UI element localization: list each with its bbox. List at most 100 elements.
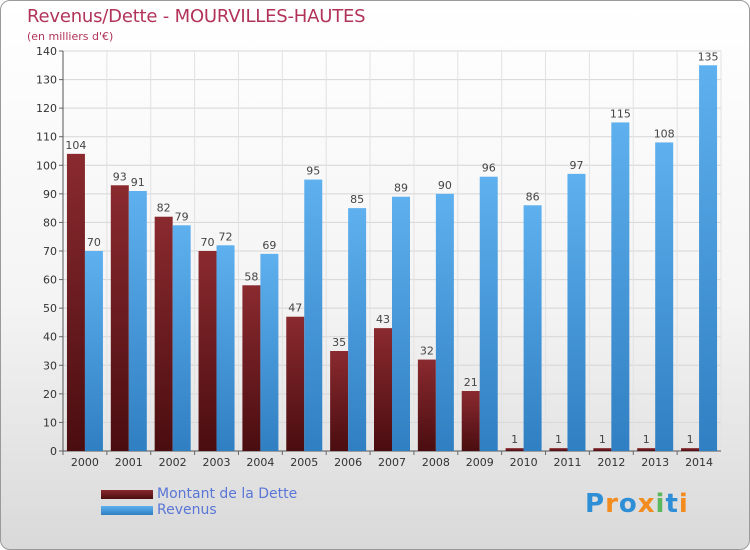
data-label-revenus: 79 xyxy=(175,210,189,223)
data-label-revenus: 86 xyxy=(526,190,540,203)
logo-letter: t xyxy=(665,489,679,519)
data-label-revenus: 115 xyxy=(610,107,631,120)
x-tick-label: 2012 xyxy=(597,456,625,469)
x-tick-label: 2007 xyxy=(378,456,406,469)
bar-revenus xyxy=(435,193,454,451)
bar-revenus xyxy=(699,65,718,452)
bar-dette xyxy=(154,216,173,451)
data-label-dette: 104 xyxy=(65,139,86,152)
labels-layer: 104 70 93 91 82 79 70 72 58 69 47 95 35 85 43 89 32 90 21 9… xyxy=(65,50,718,446)
legend-swatch-dette xyxy=(101,490,153,499)
y-tick-label: 90 xyxy=(43,188,57,201)
x-tick-label: 2013 xyxy=(641,456,669,469)
y-tick-label: 0 xyxy=(50,445,57,458)
x-tick-label: 2000 xyxy=(71,456,99,469)
x-tick-label: 2002 xyxy=(159,456,187,469)
logo-letter: x xyxy=(637,489,656,519)
data-label-dette: 82 xyxy=(157,202,171,215)
y-tick-label: 70 xyxy=(43,245,57,258)
x-tick-label: 2004 xyxy=(246,456,274,469)
bar-dette xyxy=(286,316,305,451)
x-tick-label: 2003 xyxy=(203,456,231,469)
bar-dette xyxy=(374,328,392,451)
data-label-dette: 58 xyxy=(244,270,258,283)
bars-layer xyxy=(66,65,718,452)
data-label-dette: 1 xyxy=(555,433,562,446)
bar-revenus xyxy=(128,191,147,451)
data-label-dette: 43 xyxy=(376,313,390,326)
bar-dette xyxy=(637,448,656,451)
bar-revenus xyxy=(655,142,674,451)
y-tick-label: 110 xyxy=(36,131,57,144)
bar-revenus xyxy=(611,122,630,451)
x-tick-label: 2011 xyxy=(553,456,581,469)
y-tick-label: 100 xyxy=(36,159,57,172)
x-tick-label: 2010 xyxy=(510,456,538,469)
data-label-revenus: 90 xyxy=(438,179,452,192)
data-label-revenus: 72 xyxy=(219,230,233,243)
y-tick-label: 80 xyxy=(43,216,57,229)
bar-dette xyxy=(505,448,524,451)
y-tick-label: 30 xyxy=(43,359,57,372)
bar-revenus xyxy=(523,205,542,451)
legend-label-dette: Montant de la Dette xyxy=(157,486,298,502)
data-label-dette: 21 xyxy=(464,376,478,389)
logo-letter: o xyxy=(618,489,638,519)
data-label-revenus: 97 xyxy=(569,159,583,172)
legend-label-revenus: Revenus xyxy=(157,502,217,518)
bar-dette xyxy=(681,448,700,451)
data-label-revenus: 69 xyxy=(262,239,276,252)
bar-dette xyxy=(330,351,349,451)
chart-subtitle: (en milliers d'€) xyxy=(27,30,114,43)
y-tick-label: 140 xyxy=(36,45,57,58)
data-label-dette: 70 xyxy=(201,236,215,249)
bar-revenus xyxy=(216,245,235,451)
data-label-dette: 32 xyxy=(420,345,434,358)
y-tick-label: 20 xyxy=(43,388,57,401)
bar-revenus xyxy=(392,196,410,451)
x-tick-label: 2008 xyxy=(422,456,450,469)
data-label-revenus: 70 xyxy=(87,236,101,249)
proxiti-logo: Proxiti xyxy=(585,489,689,519)
y-tick-label: 50 xyxy=(43,302,57,315)
chart-title: Revenus/Dette - MOURVILLES-HAUTES xyxy=(27,6,366,27)
bar-dette xyxy=(417,359,436,451)
data-label-dette: 47 xyxy=(288,302,302,315)
logo-letter: i xyxy=(655,489,666,519)
data-label-revenus: 91 xyxy=(131,176,145,189)
bar-revenus xyxy=(479,176,498,451)
logo-letter: P xyxy=(585,489,606,519)
x-tick-label: 2014 xyxy=(685,456,713,469)
bar-dette xyxy=(593,448,612,451)
data-label-revenus: 85 xyxy=(350,193,364,206)
y-tick-label: 60 xyxy=(43,274,57,287)
data-label-dette: 1 xyxy=(599,433,606,446)
y-tick-label: 10 xyxy=(43,416,57,429)
legend-swatch-revenus xyxy=(101,506,153,515)
bar-dette xyxy=(461,391,480,451)
bar-revenus xyxy=(348,208,367,451)
bar-revenus xyxy=(260,253,279,451)
logo-letter: i xyxy=(678,489,689,519)
x-tick-label: 2005 xyxy=(290,456,318,469)
data-label-dette: 35 xyxy=(332,336,346,349)
data-label-revenus: 108 xyxy=(654,127,675,140)
bar-dette xyxy=(110,185,129,452)
x-tick-label: 2001 xyxy=(115,456,143,469)
data-label-dette: 1 xyxy=(511,433,518,446)
data-label-dette: 93 xyxy=(113,170,127,183)
data-label-dette: 1 xyxy=(687,433,694,446)
bar-dette xyxy=(242,285,261,451)
x-tick-label: 2009 xyxy=(466,456,494,469)
data-label-dette: 1 xyxy=(643,433,650,446)
bar-revenus xyxy=(172,225,191,451)
bar-revenus xyxy=(84,251,103,451)
x-tick-label: 2006 xyxy=(334,456,362,469)
data-label-revenus: 95 xyxy=(306,165,320,178)
data-label-revenus: 96 xyxy=(482,162,496,175)
bar-dette xyxy=(549,448,568,451)
bar-dette xyxy=(198,251,217,451)
bar-revenus xyxy=(304,179,323,452)
